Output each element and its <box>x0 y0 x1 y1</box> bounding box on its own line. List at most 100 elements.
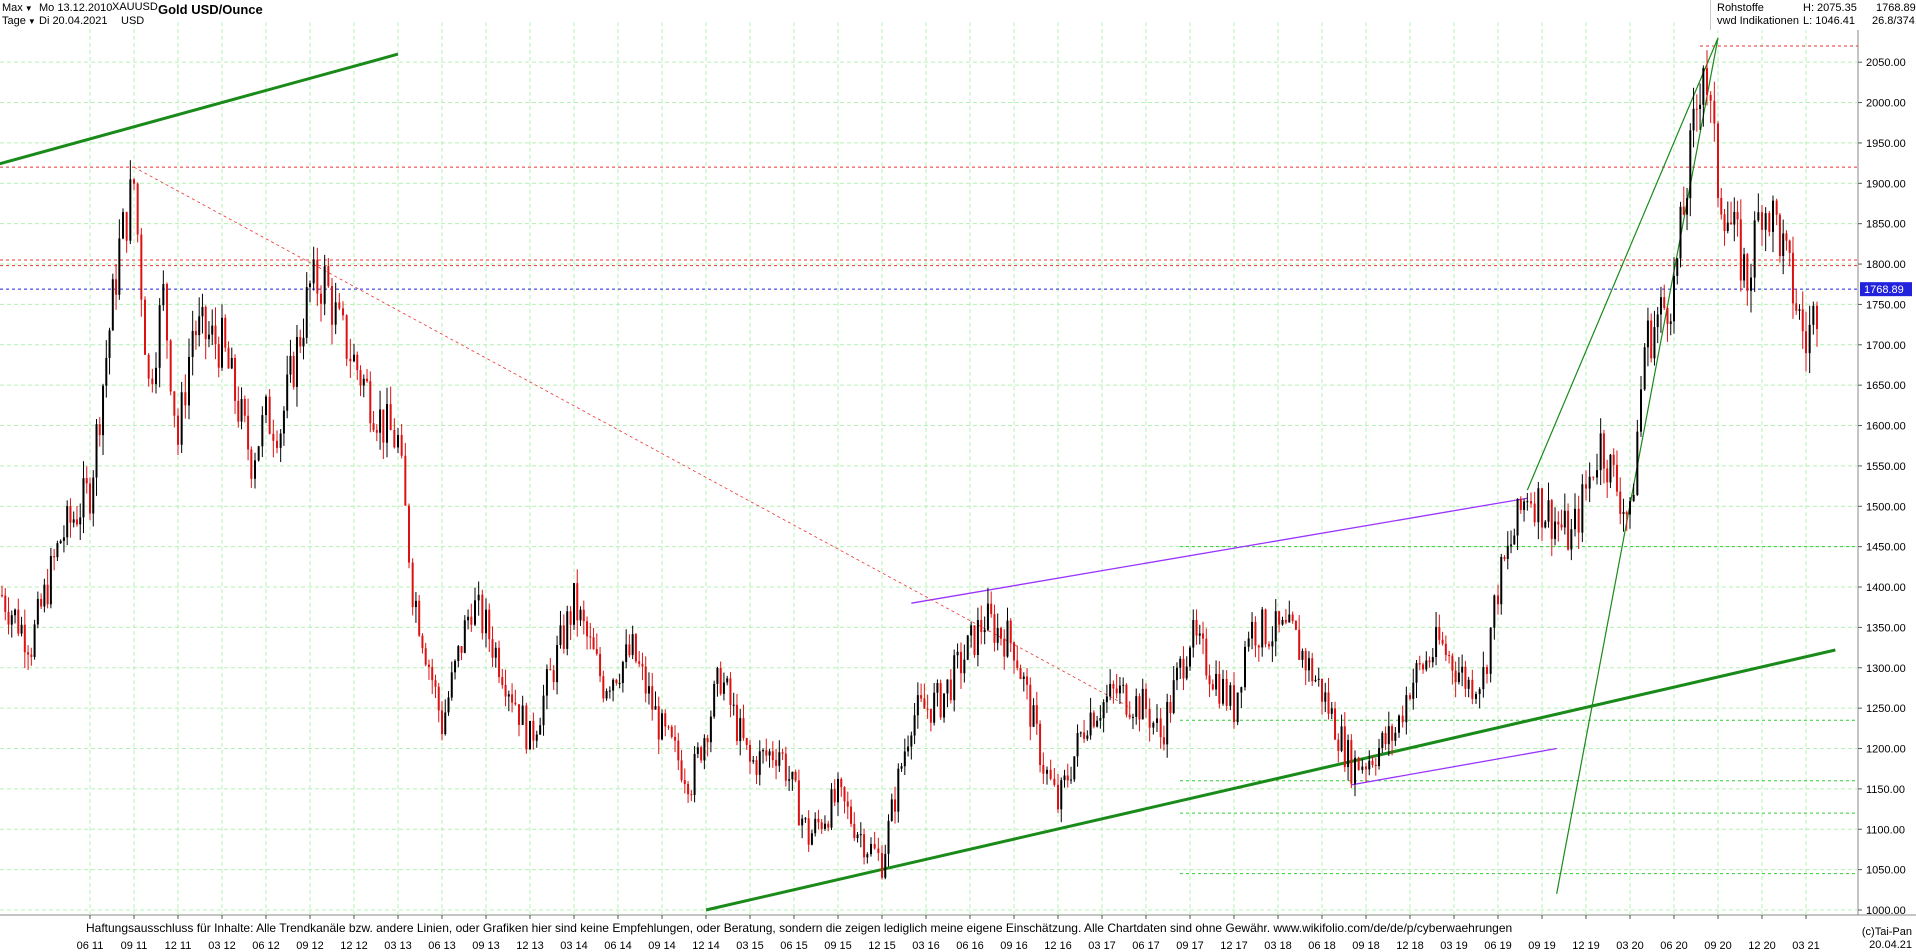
range-dropdown-label: Max <box>2 2 23 14</box>
candle-body <box>1772 200 1774 232</box>
candle-body <box>1301 650 1304 660</box>
candle-body <box>1131 716 1134 718</box>
candle-body <box>36 598 39 625</box>
candle-body <box>1669 321 1672 325</box>
candle-body <box>14 609 17 616</box>
candle-body <box>1307 658 1310 671</box>
candle-body <box>1298 629 1301 660</box>
candle-body <box>338 302 341 309</box>
candle-body <box>1692 108 1695 131</box>
x-tick-label: 06 15 <box>780 940 808 952</box>
candle-body <box>1354 757 1356 784</box>
candle-body <box>411 562 414 608</box>
candle-body <box>939 683 942 718</box>
candle-body <box>140 234 143 300</box>
candle-body <box>907 746 910 752</box>
candle-body <box>1019 667 1022 680</box>
candle-body <box>1609 454 1612 483</box>
candle-body <box>1506 545 1509 559</box>
x-tick-label: 03 16 <box>912 940 940 952</box>
candle-body <box>289 355 292 375</box>
x-tick-label: 03 14 <box>560 940 588 952</box>
candle-body <box>431 666 434 681</box>
candle-body <box>362 378 365 386</box>
candle-body <box>1247 638 1250 647</box>
x-tick-label: 12 17 <box>1220 940 1248 952</box>
candle-body <box>1640 389 1642 432</box>
candle-body <box>444 712 447 735</box>
y-tick-label: 1300.00 <box>1866 663 1906 675</box>
candle-body <box>1350 740 1353 784</box>
candle-body <box>903 751 906 767</box>
candle-body <box>477 594 480 601</box>
candle-body <box>1053 778 1056 785</box>
candle-body <box>147 354 150 379</box>
candle-body <box>1646 320 1649 348</box>
candle-body <box>1686 198 1689 215</box>
candle-body <box>993 614 996 643</box>
candle-body <box>933 692 936 723</box>
candle-body <box>1371 760 1374 765</box>
candle-body <box>1182 658 1185 679</box>
candle-body <box>833 789 836 803</box>
candle-body <box>595 649 598 654</box>
candle-body <box>605 691 608 699</box>
candle-body <box>1327 692 1330 714</box>
candle-body <box>427 664 430 667</box>
candle-body <box>1471 679 1474 699</box>
candle-body <box>33 624 36 657</box>
candle-body <box>1570 529 1573 550</box>
end-date: Di 20.04.2021 <box>39 15 108 27</box>
candle-body <box>1086 735 1089 739</box>
candle-body <box>1412 682 1415 699</box>
x-tick-label: 06 19 <box>1484 940 1512 952</box>
candle-body <box>615 679 618 684</box>
candle-body <box>366 378 369 382</box>
candle-body <box>758 751 761 775</box>
candle-body <box>1739 219 1742 281</box>
candle-body <box>379 409 382 433</box>
candle-body <box>840 778 843 788</box>
candle-body <box>1537 488 1540 523</box>
candle-body <box>1317 678 1320 680</box>
x-tick-label: 06 13 <box>428 940 456 952</box>
candle-body <box>716 668 719 684</box>
x-tick-label: 03 20 <box>1616 940 1644 952</box>
candle-body <box>511 694 514 703</box>
candle-body <box>1278 611 1281 625</box>
candle-body <box>713 683 716 717</box>
candle-body <box>592 637 595 650</box>
candle-body <box>151 378 154 385</box>
candle-body <box>1240 687 1243 693</box>
currency: USD <box>121 15 145 27</box>
candle-body <box>657 706 660 740</box>
candle-body <box>1006 620 1009 657</box>
candle-body <box>1063 775 1066 781</box>
interval-dropdown[interactable]: Tage ▼ <box>2 15 36 28</box>
candle-body <box>1381 733 1384 748</box>
candle-body <box>1156 718 1158 723</box>
candle-body <box>913 715 916 736</box>
info-ratio: 26.8/374.1 <box>1872 15 1916 27</box>
candle-body <box>943 693 946 718</box>
candle-body <box>1425 660 1428 670</box>
candle-body <box>1284 619 1287 623</box>
chevron-down-icon: ▼ <box>24 4 33 13</box>
range-dropdown[interactable]: Max ▼ <box>2 2 33 15</box>
candle-body <box>514 702 517 705</box>
candle-body <box>1343 726 1346 768</box>
candle-body <box>1185 666 1188 679</box>
candle-body <box>201 306 204 317</box>
candle-body <box>1808 324 1811 354</box>
candle-body <box>1656 314 1659 328</box>
candle-body <box>846 801 849 807</box>
candle-body <box>1401 715 1404 723</box>
candle-body <box>1236 692 1239 723</box>
x-tick-label: 06 14 <box>604 940 632 952</box>
candle-body <box>1122 684 1125 686</box>
candle-body <box>467 616 470 621</box>
candle-body <box>1115 688 1118 694</box>
candle-body <box>549 669 552 671</box>
candle-body <box>457 646 460 661</box>
